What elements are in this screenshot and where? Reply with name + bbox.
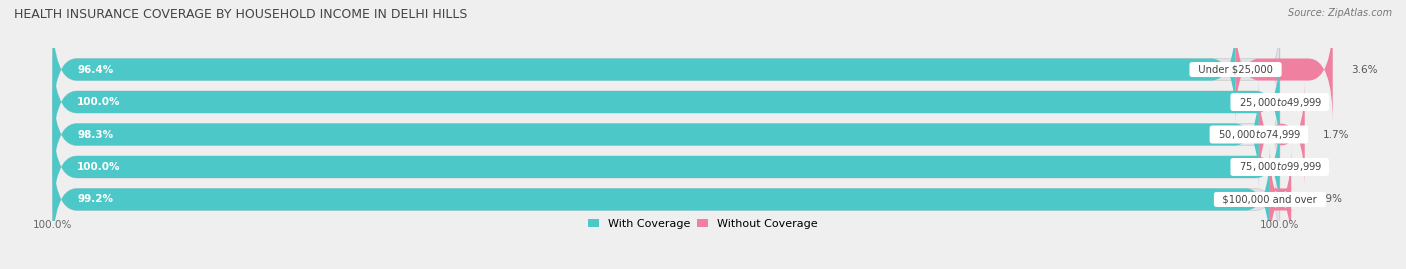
FancyBboxPatch shape (52, 146, 1270, 253)
FancyBboxPatch shape (52, 16, 1279, 123)
FancyBboxPatch shape (52, 81, 1258, 188)
FancyBboxPatch shape (1267, 146, 1295, 253)
Legend: With Coverage, Without Coverage: With Coverage, Without Coverage (588, 219, 818, 229)
Text: 0.0%: 0.0% (1298, 97, 1324, 107)
FancyBboxPatch shape (52, 146, 1279, 253)
Text: 0.0%: 0.0% (1298, 162, 1324, 172)
Text: Under $25,000: Under $25,000 (1192, 65, 1279, 75)
FancyBboxPatch shape (1236, 16, 1333, 123)
Text: $100,000 and over: $100,000 and over (1216, 194, 1323, 204)
Text: 100.0%: 100.0% (77, 162, 121, 172)
Text: 96.4%: 96.4% (77, 65, 114, 75)
Text: 1.7%: 1.7% (1323, 129, 1350, 140)
FancyBboxPatch shape (52, 113, 1279, 221)
Text: 0.79%: 0.79% (1309, 194, 1343, 204)
FancyBboxPatch shape (52, 48, 1279, 156)
Text: 99.2%: 99.2% (77, 194, 114, 204)
Text: $25,000 to $49,999: $25,000 to $49,999 (1233, 95, 1326, 108)
FancyBboxPatch shape (52, 48, 1279, 156)
Text: 98.3%: 98.3% (77, 129, 114, 140)
Text: HEALTH INSURANCE COVERAGE BY HOUSEHOLD INCOME IN DELHI HILLS: HEALTH INSURANCE COVERAGE BY HOUSEHOLD I… (14, 8, 467, 21)
FancyBboxPatch shape (52, 81, 1279, 188)
Text: $75,000 to $99,999: $75,000 to $99,999 (1233, 161, 1326, 174)
Text: 100.0%: 100.0% (77, 97, 121, 107)
Text: $50,000 to $74,999: $50,000 to $74,999 (1212, 128, 1306, 141)
Text: 100.0%: 100.0% (32, 220, 72, 230)
Text: 100.0%: 100.0% (1260, 220, 1299, 230)
FancyBboxPatch shape (52, 113, 1279, 221)
Text: 3.6%: 3.6% (1351, 65, 1378, 75)
Text: Source: ZipAtlas.com: Source: ZipAtlas.com (1288, 8, 1392, 18)
FancyBboxPatch shape (52, 16, 1236, 123)
FancyBboxPatch shape (1258, 81, 1305, 188)
